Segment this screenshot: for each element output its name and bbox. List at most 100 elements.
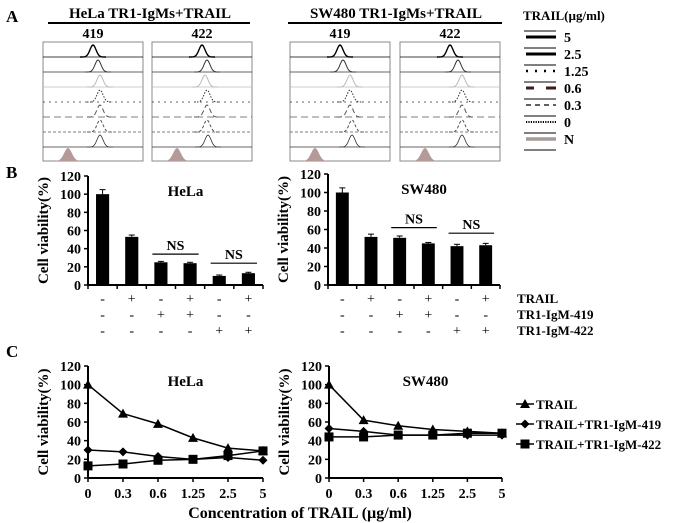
x-tick-label: 5 (499, 487, 506, 502)
significance-label: NS (225, 248, 243, 263)
histogram-peak (194, 119, 220, 133)
line-legend: TRAIL TRAIL+TR1-IgM-419 TRAIL+TR1-IgM-422 (516, 397, 662, 452)
square-marker (324, 432, 334, 442)
treatment-sign: - (340, 292, 345, 307)
significance-label: NS (167, 239, 185, 254)
histogram-legend: 5 2.5 1.25 0.6 0.3 0 N (524, 30, 589, 151)
legend-label: TRAIL+TR1-IgM-419 (536, 417, 662, 432)
treatment-sign: - (483, 308, 488, 323)
y-tick-label: 40 (67, 435, 81, 450)
bar (393, 237, 407, 285)
histogram-peak (449, 74, 475, 88)
triangle-marker (83, 379, 93, 389)
x-tick-label: 0 (85, 487, 92, 502)
bar (183, 263, 197, 285)
histogram-peak (327, 44, 353, 58)
y-tick-label: 120 (300, 168, 321, 183)
legend-label: TRAIL+TR1-IgM-422 (536, 437, 661, 452)
histogram-peak (339, 134, 365, 148)
histogram-peak (87, 119, 113, 133)
square-marker (188, 454, 198, 464)
treatment-row-label: TRAIL (517, 291, 559, 306)
y-axis-label: Cell viability(%) (276, 176, 292, 283)
chart-title: HeLa (168, 374, 204, 390)
histogram-peak (437, 44, 463, 58)
square-marker (497, 428, 507, 438)
chart-title: HeLa (168, 184, 204, 200)
treatment-row-label: TR1-IgM-419 (517, 307, 594, 322)
treatment-sign: - (340, 324, 345, 339)
treatment-sign: - (100, 324, 105, 339)
histogram-frame (399, 41, 501, 162)
treatment-sign: - (100, 308, 105, 323)
treatment-sign: - (100, 292, 105, 307)
y-axis-label: Cell viability(%) (36, 368, 52, 475)
x-tick-label: 0 (326, 487, 333, 502)
square-marker (223, 451, 233, 461)
histogram-peak (87, 134, 113, 148)
treatment-sign: - (129, 324, 134, 339)
panel-letter-a: A (6, 7, 19, 26)
triangle-marker (118, 408, 128, 418)
y-tick-label: 40 (307, 242, 321, 257)
y-tick-label: 100 (60, 379, 81, 394)
treatment-sign: + (244, 292, 252, 307)
square-marker (428, 430, 438, 440)
histogram-peak (337, 104, 363, 118)
y-tick-label: 40 (67, 243, 81, 258)
histogram-peak (85, 59, 111, 73)
y-tick-label: 0 (315, 472, 322, 487)
histogram-peak (339, 119, 365, 133)
treatment-sign: - (246, 308, 251, 323)
triangle-marker (393, 420, 404, 430)
bar (125, 236, 139, 285)
legend-label: 0.3 (564, 99, 582, 114)
legend-label: 2.5 (564, 48, 582, 63)
diamond-marker (118, 447, 128, 457)
histogram-peak (330, 59, 356, 73)
treatment-sign: + (424, 292, 432, 307)
sample-label: 422 (440, 27, 461, 42)
treatment-sign: + (453, 324, 461, 339)
series-line (328, 384, 503, 434)
square-marker (520, 439, 530, 449)
bar (241, 273, 255, 285)
treatment-sign: + (186, 308, 194, 323)
panel-letter-c: C (6, 342, 18, 361)
histogram-peak (449, 89, 475, 103)
y-tick-label: 20 (308, 453, 322, 468)
treatment-sign: + (128, 292, 136, 307)
treatment-sign: + (482, 324, 490, 339)
legend-label: 5 (564, 31, 571, 46)
y-tick-label: 80 (308, 397, 322, 412)
treatment-sign: - (455, 308, 460, 323)
treatment-sign: - (369, 308, 374, 323)
x-tick-label: 0.6 (149, 487, 167, 502)
treatment-sign: - (217, 292, 222, 307)
sample-label: 419 (330, 27, 351, 42)
y-tick-label: 20 (307, 261, 321, 276)
legend-label: N (564, 133, 574, 148)
y-tick-label: 100 (300, 187, 321, 202)
x-tick-label: 5 (260, 487, 267, 502)
treatment-sign: + (157, 308, 165, 323)
treatment-sign: - (455, 292, 460, 307)
square-marker (153, 455, 163, 465)
treatment-sign: - (426, 324, 431, 339)
histogram-peak (445, 59, 471, 73)
significance-label: NS (462, 218, 480, 233)
treatment-sign: + (396, 308, 404, 323)
triangle-marker (520, 399, 530, 408)
histogram-peak (449, 104, 475, 118)
bar (479, 245, 493, 285)
treatment-sign: + (424, 308, 432, 323)
y-tick-label: 60 (67, 416, 81, 431)
treatment-sign: + (482, 292, 490, 307)
histogram-peak (87, 74, 113, 88)
line-chart-sw480: 0 20 40 60 80 100 120 Cell viability(%) SW480 0 0.… (277, 360, 507, 502)
bar (335, 192, 349, 285)
y-tick-label: 0 (314, 279, 321, 294)
legend-label: 0.6 (564, 82, 582, 97)
